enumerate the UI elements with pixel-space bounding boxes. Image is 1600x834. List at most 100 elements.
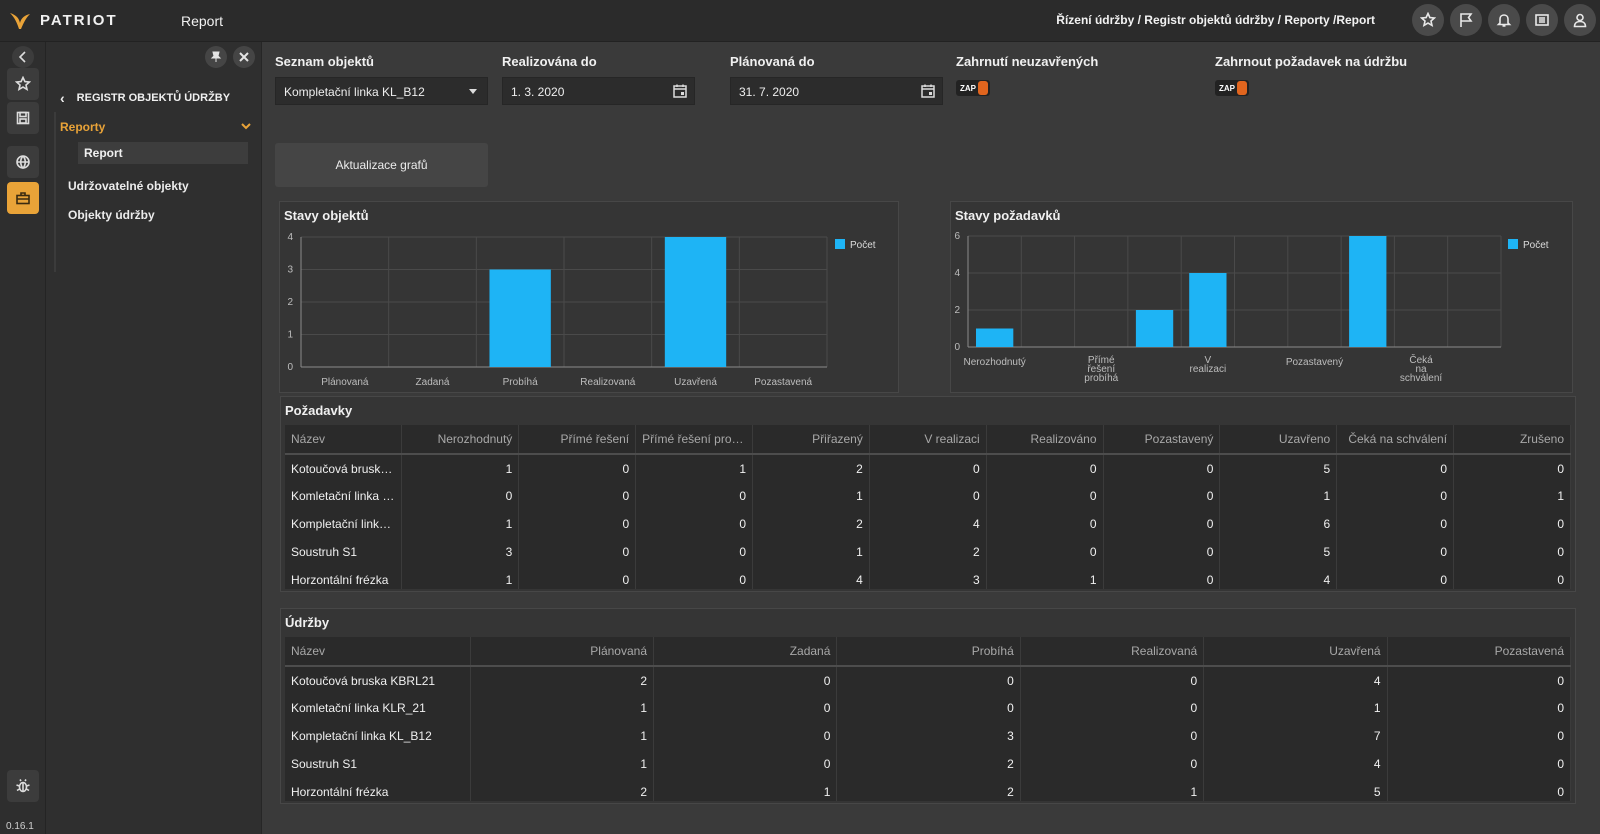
table-row[interactable]: Kotoučová bruska KBRL21 2 0 0 0 4 0 (285, 666, 1571, 694)
maintenance-title: Údržby (285, 615, 330, 630)
column-header[interactable]: Nerozhodnutý (401, 425, 520, 455)
x-tick-label: Uzavřená (674, 377, 717, 388)
column-header[interactable]: Pozastavená (1387, 637, 1571, 667)
column-header[interactable]: Realizovaná (1020, 637, 1205, 667)
x-tick-label: Probíhá (503, 377, 538, 388)
list-button[interactable] (1526, 4, 1558, 36)
objects-select[interactable]: Kompletační linka KL_B12 (275, 77, 488, 105)
count-cell: 1 (635, 454, 753, 482)
requests-status-chart-svg: 0 2 4 6 Nerozhodnutý Přímé řešení probíhá V reali… (954, 231, 1549, 384)
rail-globe[interactable] (7, 146, 39, 178)
count-cell: 0 (1103, 566, 1221, 589)
chevron-down-icon (241, 123, 251, 130)
maintenance-table: Název Plánovaná Zadaná Probíhá Realizovaná Uz… (285, 637, 1571, 801)
count-cell: 0 (1103, 482, 1221, 510)
rail-favorites[interactable] (7, 68, 39, 100)
column-header[interactable]: Realizováno (986, 425, 1104, 455)
brand-name: PATRIOT (40, 12, 118, 29)
column-header[interactable]: Uzavřená (1203, 637, 1388, 667)
column-header[interactable]: Probíhá (836, 637, 1021, 667)
collapse-button[interactable] (12, 46, 34, 68)
table-row[interactable]: Komletační linka KLR_21 1 0 0 0 1 0 (285, 694, 1571, 722)
column-header[interactable]: Pozastavený (1103, 425, 1221, 455)
table-row[interactable]: Soustruh S1 3 0 0 1 2 0 0 5 0 0 (285, 538, 1571, 566)
y-tick-label: 3 (287, 265, 293, 276)
notifications-button[interactable] (1488, 4, 1520, 36)
logo[interactable]: PATRIOT (0, 9, 170, 33)
column-header[interactable]: Zrušeno (1453, 425, 1571, 455)
flag-button[interactable] (1450, 4, 1482, 36)
legend-swatch (835, 239, 845, 249)
x-tick-label: Zadaná (416, 377, 450, 388)
rail-save[interactable] (7, 102, 39, 134)
column-header[interactable]: Plánovaná (470, 637, 655, 667)
column-header[interactable]: Přímé řešení prob... (635, 425, 753, 455)
column-header[interactable]: V realizaci (869, 425, 987, 455)
calendar-icon[interactable] (920, 83, 936, 99)
count-cell: 0 (1453, 454, 1571, 482)
bar (664, 237, 727, 367)
chart-title: Stavy objektů (284, 208, 369, 223)
count-cell: 0 (1020, 722, 1205, 750)
table-row[interactable]: Kompletační linka KL_B12 1 0 3 0 7 0 (285, 722, 1571, 750)
pin-button[interactable] (205, 46, 227, 68)
request-toggle[interactable]: ZAP (1215, 80, 1249, 96)
update-charts-button[interactable]: Aktualizace grafů (275, 143, 488, 187)
bar (489, 269, 551, 367)
column-header[interactable]: Čeká na schválení (1336, 425, 1455, 455)
list-icon (1535, 14, 1549, 26)
user-button[interactable] (1564, 4, 1596, 36)
table-row[interactable]: Kompletační linka ... 1 0 0 2 4 0 0 6 0 0 (285, 510, 1571, 538)
app-version: 0.16.1 (6, 821, 34, 832)
requests-status-chart: Stavy požadavků 0 2 4 6 Nerozhodnutý Přímé řeš… (950, 201, 1573, 393)
close-panel-button[interactable] (233, 46, 255, 68)
table-row[interactable]: Horzontální frézka 2 1 2 1 5 0 (285, 778, 1571, 801)
calendar-icon[interactable] (672, 83, 688, 99)
count-cell: 0 (1387, 722, 1571, 750)
column-header[interactable]: Uzavřeno (1219, 425, 1338, 455)
nav-link-maintainable-objects[interactable]: Udržovatelné objekty (68, 179, 189, 193)
legend-swatch (1508, 239, 1518, 249)
column-header[interactable]: Přímé řešení (518, 425, 637, 455)
nav-group-reports[interactable]: Reporty (60, 120, 256, 134)
objects-status-chart: Stavy objektů 0 1 2 3 4 Plánovaná Zadaná Probíh… (279, 201, 899, 393)
back-link[interactable]: ‹ REGISTR OBJEKTŮ ÚDRŽBY (60, 90, 230, 106)
count-cell: 0 (1020, 666, 1205, 694)
rail-bug[interactable] (7, 770, 39, 802)
breadcrumb[interactable]: Řízení údržby / Registr objektů údržby /… (1056, 13, 1375, 27)
count-cell: 0 (653, 750, 838, 778)
done-date-value: 1. 3. 2020 (511, 85, 565, 99)
count-cell: 0 (518, 454, 637, 482)
bug-icon (16, 779, 30, 793)
table-row[interactable]: Soustruh S1 1 0 2 0 4 0 (285, 750, 1571, 778)
column-header[interactable]: Přiřazený (752, 425, 870, 455)
legend-label: Počet (1523, 240, 1549, 251)
count-cell: 3 (836, 722, 1021, 750)
bell-icon (1496, 14, 1512, 27)
count-cell: 3 (401, 538, 520, 566)
count-cell: 4 (1203, 666, 1388, 694)
table-row[interactable]: Kotoučová bruska... 1 0 1 2 0 0 0 5 0 0 (285, 454, 1571, 482)
nav-link-maintenance-objects[interactable]: Objekty údržby (68, 208, 155, 222)
count-cell: 4 (1203, 750, 1388, 778)
count-cell: 0 (635, 538, 753, 566)
done-date-input[interactable]: 1. 3. 2020 (502, 77, 695, 105)
table-row[interactable]: Horzontální frézka 1 0 0 4 3 1 0 4 0 0 (285, 566, 1571, 589)
count-cell: 1 (470, 750, 655, 778)
row-name-cell: Kotoučová bruska... (285, 454, 403, 482)
save-icon (16, 111, 30, 125)
y-tick-label: 4 (954, 268, 960, 279)
unclosed-toggle[interactable]: ZAP (956, 80, 990, 96)
nav-item-report[interactable]: Report (78, 142, 248, 164)
count-cell: 1 (1020, 778, 1205, 801)
column-header[interactable]: Zadaná (653, 637, 838, 667)
rail-toolbox[interactable] (7, 182, 39, 214)
requests-table: Název Nerozhodnutý Přímé řešení Přímé řešen… (285, 425, 1571, 589)
y-tick-label: 2 (954, 305, 960, 316)
count-cell: 2 (752, 510, 870, 538)
column-header[interactable]: Název (285, 425, 403, 455)
column-header[interactable]: Název (285, 637, 471, 667)
table-row[interactable]: Komletační linka K... 0 0 0 1 0 0 0 1 0 1 (285, 482, 1571, 510)
favorites-button[interactable] (1412, 4, 1444, 36)
planned-date-input[interactable]: 31. 7. 2020 (730, 77, 943, 105)
